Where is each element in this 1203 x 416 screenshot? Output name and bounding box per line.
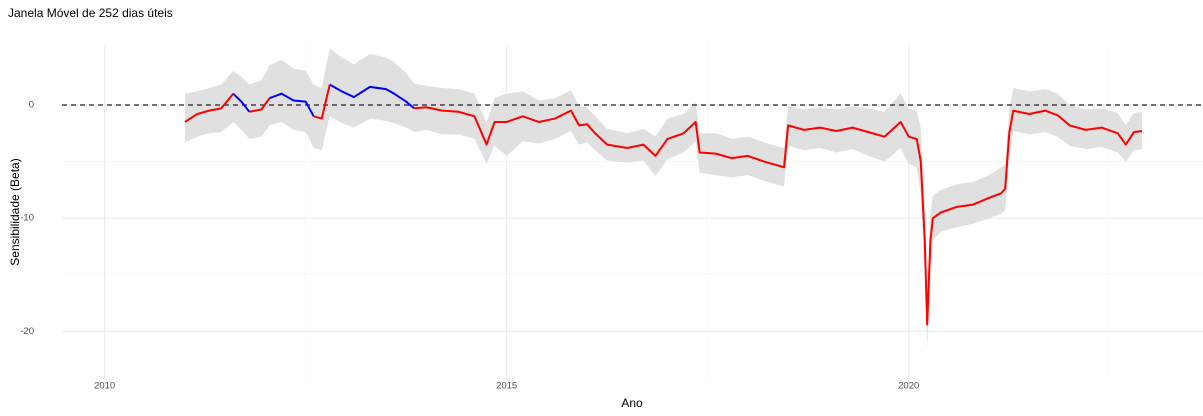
x-tick-label: 2015	[496, 381, 517, 392]
chart-title: Janela Móvel de 252 dias úteis	[8, 6, 173, 20]
y-tick-label: -10	[20, 213, 34, 224]
confidence-band	[185, 48, 1142, 349]
series-line	[184, 84, 1143, 326]
y-axis-label: Sensibilidade (Beta)	[8, 158, 22, 265]
x-tick-label: 2020	[898, 381, 919, 392]
y-tick-label: 0	[29, 99, 34, 110]
y-tick-label: -20	[20, 326, 34, 337]
series-line	[232, 83, 415, 117]
x-axis-label: Ano	[621, 396, 643, 410]
x-tick-label: 2010	[94, 381, 115, 392]
